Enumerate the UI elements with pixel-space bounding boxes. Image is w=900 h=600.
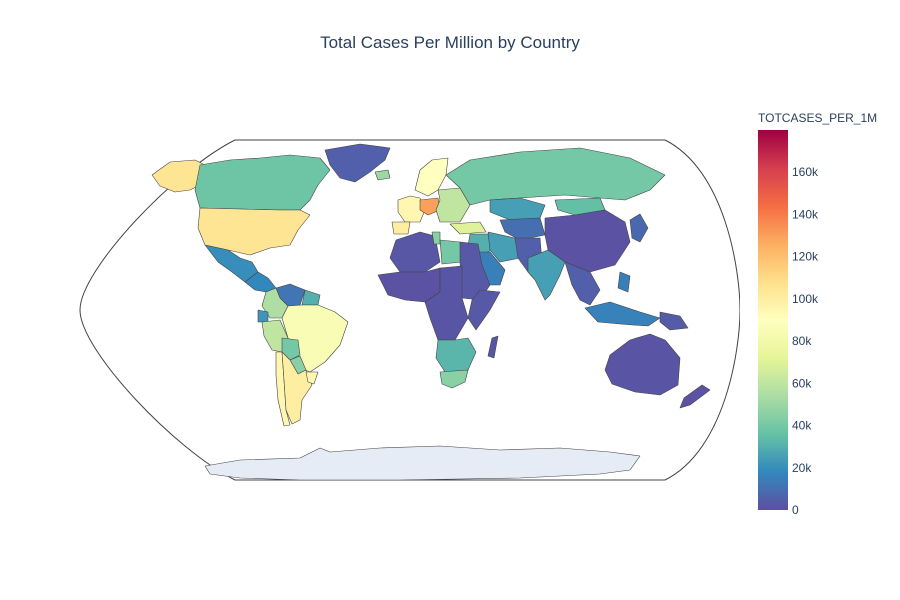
country-libya[interactable] xyxy=(439,239,463,265)
country-antarctica[interactable] xyxy=(204,445,641,481)
colorbar-tick-label: 160k xyxy=(792,165,819,179)
colorbar-tick-label: 140k xyxy=(792,207,819,221)
country-madagascar[interactable] xyxy=(487,335,499,359)
country-north-africa[interactable] xyxy=(389,231,441,273)
country-ecuador[interactable] xyxy=(257,309,269,323)
country-china[interactable] xyxy=(544,209,631,273)
country-horn-of-africa[interactable] xyxy=(467,289,501,331)
country-western-europe[interactable] xyxy=(397,195,426,223)
colorbar-ticks: 0 20k 40k 60k 80k 100k 120k 140k 160k xyxy=(792,165,819,517)
country-india[interactable] xyxy=(527,249,566,301)
colorbar: 0 20k 40k 60k 80k 100k 120k 140k 160k xyxy=(758,130,819,517)
colorbar-tick-label: 80k xyxy=(792,334,812,348)
country-russia[interactable] xyxy=(445,147,666,206)
country-tunisia[interactable] xyxy=(431,231,441,245)
country-argentina[interactable] xyxy=(281,351,313,425)
country-turkey[interactable] xyxy=(449,221,487,235)
country-papua-new-guinea[interactable] xyxy=(659,311,689,331)
country-bolivia[interactable] xyxy=(281,337,301,361)
colorbar-tick-label: 100k xyxy=(792,292,819,306)
country-southern-africa[interactable] xyxy=(435,337,477,373)
country-scandinavia[interactable] xyxy=(414,157,449,197)
colorbar-tick-label: 0 xyxy=(792,503,799,517)
country-greenland[interactable] xyxy=(324,143,391,183)
colorbar-tick-label: 60k xyxy=(792,376,812,390)
country-central-europe[interactable] xyxy=(419,197,441,216)
country-iberia[interactable] xyxy=(391,221,411,235)
country-united-states[interactable] xyxy=(197,207,311,256)
country-southeast-asia[interactable] xyxy=(564,261,601,306)
country-central-asia[interactable] xyxy=(499,217,546,241)
colorbar-tick-label: 40k xyxy=(792,419,812,433)
country-korea-japan[interactable] xyxy=(629,213,649,243)
country-uruguay[interactable] xyxy=(305,371,319,385)
page-title: Total Cases Per Million by Country xyxy=(320,33,580,52)
country-indonesia[interactable] xyxy=(584,301,661,327)
country-new-zealand[interactable] xyxy=(679,384,711,409)
country-philippines[interactable] xyxy=(617,271,631,293)
country-australia[interactable] xyxy=(604,333,681,396)
colorbar-tick-label: 120k xyxy=(792,250,819,264)
colorbar-title: TOTCASES_PER_1M xyxy=(758,111,878,125)
colorbar-tick-label: 20k xyxy=(792,461,812,475)
country-south-africa[interactable] xyxy=(439,369,469,389)
choropleth-map[interactable] xyxy=(0,0,740,600)
colorbar-gradient xyxy=(758,130,788,510)
country-iceland[interactable] xyxy=(374,169,391,181)
country-iran[interactable] xyxy=(487,231,521,263)
